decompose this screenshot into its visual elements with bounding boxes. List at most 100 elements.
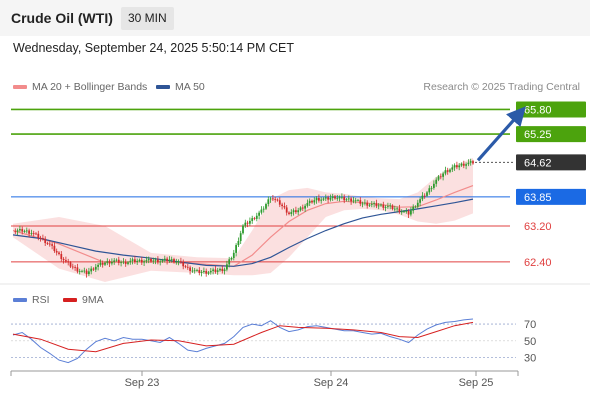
candle-body — [410, 210, 412, 215]
candle-body — [472, 161, 474, 164]
candle-body — [347, 198, 350, 200]
candle-body — [368, 204, 371, 206]
rsi-line — [12, 318, 474, 364]
candle-body — [350, 198, 352, 202]
level-label-64-62: 64.62 — [524, 157, 552, 169]
ma50-swatch — [156, 85, 170, 90]
candle-body — [203, 270, 205, 272]
candle-body — [400, 211, 403, 213]
candle-body — [235, 245, 237, 253]
candle-body — [230, 257, 233, 260]
candle-body — [221, 268, 224, 272]
candle-body — [315, 198, 318, 201]
candle-body — [207, 272, 210, 274]
candle-body — [343, 196, 346, 201]
candle-body — [435, 179, 438, 184]
candle-body — [111, 261, 113, 264]
level-label-63-85: 63.85 — [524, 192, 552, 204]
candle-body — [380, 204, 382, 206]
candle-body — [117, 259, 120, 263]
candle-body — [191, 270, 194, 272]
candle-body — [458, 165, 461, 168]
candle-body — [366, 202, 369, 206]
candle-body — [134, 259, 136, 263]
candle-body — [364, 202, 366, 204]
level-label-65-80: 65.80 — [524, 104, 552, 116]
candle-body — [389, 205, 392, 207]
candle-body — [324, 197, 327, 199]
candle-body — [396, 208, 398, 210]
candle-body — [421, 195, 424, 200]
candle-body — [285, 207, 288, 213]
candle-body — [391, 205, 394, 210]
interval-badge[interactable]: 30 MIN — [121, 7, 174, 30]
candle-body — [122, 261, 125, 263]
candle-body — [249, 220, 251, 224]
candle-body — [290, 212, 293, 214]
candle-body — [175, 261, 178, 263]
candle-body — [196, 270, 198, 271]
level-badge-63-85 — [516, 188, 586, 205]
candle-body — [469, 161, 472, 163]
candle-body — [214, 269, 217, 272]
candle-body — [46, 243, 49, 244]
candle-body — [177, 261, 180, 263]
candle-body — [467, 162, 470, 165]
ma9-legend-label: 9MA — [82, 294, 104, 306]
rsi-y-tick-label: 30 — [524, 353, 536, 365]
candle-body — [272, 198, 274, 200]
candle-body — [393, 208, 396, 210]
candle-body — [136, 260, 139, 263]
candle-body — [99, 262, 102, 265]
candle-body — [428, 188, 431, 193]
candle-body — [113, 260, 116, 262]
candle-body — [232, 252, 235, 258]
candle-body — [170, 259, 173, 260]
candle-body — [51, 244, 53, 246]
candle-body — [416, 202, 419, 207]
legend-9ma: 9MA — [63, 294, 104, 306]
level-badge-65-25 — [516, 126, 586, 143]
candle-body — [288, 212, 290, 214]
candle-body — [48, 243, 51, 245]
legend-ma20: MA 20 + Bollinger Bands — [13, 81, 147, 93]
candle-body — [163, 258, 166, 261]
candle-body — [90, 268, 93, 272]
candle-body — [216, 270, 219, 272]
candle-body — [25, 230, 28, 232]
candle-body — [359, 200, 362, 204]
candle-body — [426, 192, 428, 196]
candle-body — [129, 260, 132, 263]
candle-body — [311, 200, 313, 203]
candle-body — [338, 197, 341, 199]
candle-body — [345, 199, 348, 201]
candle-body — [78, 271, 81, 273]
candle-body — [403, 211, 405, 213]
level-label-63-20: 63.20 — [524, 221, 552, 233]
candle-body — [150, 258, 152, 262]
candle-body — [14, 231, 17, 233]
candle-body — [138, 259, 141, 261]
candle-body — [189, 267, 191, 271]
candle-body — [157, 259, 159, 263]
candle-body — [104, 262, 106, 265]
candle-body — [318, 198, 320, 201]
candle-body — [145, 260, 148, 262]
candle-body — [308, 200, 311, 204]
candle-body — [127, 262, 129, 264]
candle-body — [267, 199, 270, 205]
candle-body — [446, 170, 449, 172]
candle-body — [265, 204, 267, 209]
candle-body — [28, 230, 30, 234]
candle-body — [97, 264, 99, 267]
candle-body — [131, 259, 134, 261]
candle-body — [251, 218, 254, 221]
candle-body — [193, 270, 196, 272]
candle-body — [306, 203, 309, 206]
instrument-title: Crude Oil (WTI) — [11, 10, 113, 26]
legend-ma50: MA 50 — [156, 81, 205, 93]
chart-timestamp: Wednesday, September 24, 2025 5:50:14 PM… — [13, 41, 294, 55]
candle-body — [398, 208, 401, 212]
candle-body — [152, 260, 155, 262]
